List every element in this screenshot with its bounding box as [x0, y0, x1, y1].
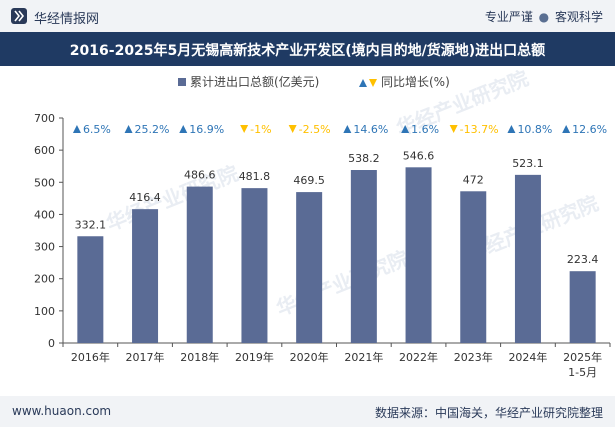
growth-up-triangle-icon [72, 125, 81, 133]
bar [514, 174, 541, 343]
bar-chart: 华经产业研究院华经产业研究院华经产业研究院华经产业研究院 累计进出口总额(亿美元… [34, 66, 611, 379]
bars [77, 167, 596, 343]
legend-up-triangle-icon [359, 79, 367, 87]
growth-up-triangle-icon [401, 125, 410, 133]
bar-value-label: 469.5 [293, 174, 325, 187]
x-tick-label: 2018年 [180, 350, 219, 364]
bar-value-label: 332.1 [75, 218, 107, 231]
website-url: www.huaon.com [12, 404, 112, 418]
bar-value-label: 546.6 [403, 149, 435, 162]
x-tick-label: 2024年 [508, 350, 547, 364]
bar [350, 170, 377, 343]
slogan-right: 客观科学 [554, 10, 603, 24]
legend: 累计进出口总额(亿美元) 同比增长(%) [178, 74, 450, 89]
growth-up-triangle-icon [507, 125, 516, 133]
huajing-logo-icon [11, 8, 27, 24]
growth-rate-label: 6.5% [83, 123, 111, 136]
y-tick-label: 600 [34, 144, 55, 157]
growth-down-triangle-icon [240, 125, 249, 133]
bar-value-label: 538.2 [348, 152, 380, 165]
growth-rate-label: 16.9% [189, 123, 224, 136]
bar [405, 167, 432, 343]
y-tick-label: 400 [34, 208, 55, 221]
growth-rate-label: 12.6% [572, 123, 607, 136]
growth-rate-label: 1.6% [411, 123, 439, 136]
y-tick-label: 700 [34, 112, 55, 125]
x-tick-label: 2021年 [344, 350, 383, 364]
legend-down-triangle-icon [369, 79, 377, 87]
brand-name: 华经情报网 [34, 12, 100, 27]
growth-up-triangle-icon [124, 125, 133, 133]
growth-up-triangle-icon [343, 125, 352, 133]
watermark-text: 华经产业研究院 [273, 246, 412, 321]
x-tick-label: 2019年 [235, 350, 274, 364]
bar-value-label: 472 [463, 173, 484, 186]
x-tick-label: 2023年 [454, 350, 493, 364]
value-labels: 332.1 416.4 486.6 481.8 469.5 538.2 546.6 472 52… [75, 149, 599, 266]
watermark-text: 华经产业研究院 [103, 161, 242, 236]
growth-rate-label: 25.2% [135, 123, 170, 136]
bottom-banner: www.huaon.com 数据来源：中国海关，华经产业研究院整理 [0, 396, 615, 427]
y-tick-label: 0 [48, 337, 55, 350]
bar-value-label: 481.8 [239, 170, 271, 183]
bar [241, 188, 268, 343]
growth-up-triangle-icon [562, 125, 571, 133]
bar-value-label: 416.4 [129, 191, 161, 204]
x-tick-label: 2020年 [290, 350, 329, 364]
growth-down-triangle-icon [288, 125, 297, 133]
legend-label-total: 累计进出口总额(亿美元) [190, 74, 319, 89]
title-bar: 2016-2025年5月无锡高新技术产业开发区(境内目的地/货源地)进出口总额 [0, 32, 615, 66]
bar [296, 192, 323, 343]
y-tick-label: 300 [34, 241, 55, 254]
top-banner: 华经情报网 专业严谨 ● 客观科学 [0, 0, 615, 32]
growth-down-triangle-icon [449, 125, 458, 133]
growth-rate-label: -1% [250, 123, 271, 136]
y-tick-label: 200 [34, 273, 55, 286]
legend-label-growth: 同比增长(%) [381, 75, 450, 89]
bar [186, 186, 213, 343]
x-tick-label: 2025年 1-5月 [563, 350, 602, 379]
growth-up-triangle-icon [179, 125, 188, 133]
growth-rate-label: 10.8% [517, 123, 552, 136]
x-tick-label: 2017年 [126, 350, 165, 364]
growth-rate-label: -13.7% [460, 123, 499, 136]
y-tick-label: 100 [34, 305, 55, 318]
bar [569, 271, 596, 343]
bar-value-label: 223.4 [567, 253, 599, 266]
slogan-left: 专业严谨 [484, 10, 533, 24]
data-source: 数据来源：中国海关，华经产业研究院整理 [374, 406, 603, 420]
legend-bar-swatch [178, 78, 186, 86]
x-axis-labels: 2016年 2017年 2018年 2019年 2020年 2021年 2022年 2023年… [71, 350, 602, 379]
bar-value-label: 523.1 [512, 157, 544, 170]
x-tick-label: 2016年 [71, 350, 110, 364]
bar [77, 236, 104, 343]
growth-labels: 6.5% 25.2% 16.9% -1% -2.5% 14.6% 1.6% -13.7% 10.… [72, 123, 607, 136]
bar [460, 191, 487, 343]
y-tick-label: 500 [34, 176, 55, 189]
growth-rate-label: -2.5% [299, 123, 331, 136]
bar [132, 209, 159, 343]
chart-title: 2016-2025年5月无锡高新技术产业开发区(境内目的地/货源地)进出口总额 [69, 43, 546, 59]
separator-dot-icon: ● [538, 10, 550, 24]
growth-rate-label: 14.6% [353, 123, 388, 136]
bar-value-label: 486.6 [184, 169, 216, 182]
slogan: 专业严谨 ● 客观科学 [485, 8, 603, 25]
x-tick-label: 2022年 [399, 350, 438, 364]
